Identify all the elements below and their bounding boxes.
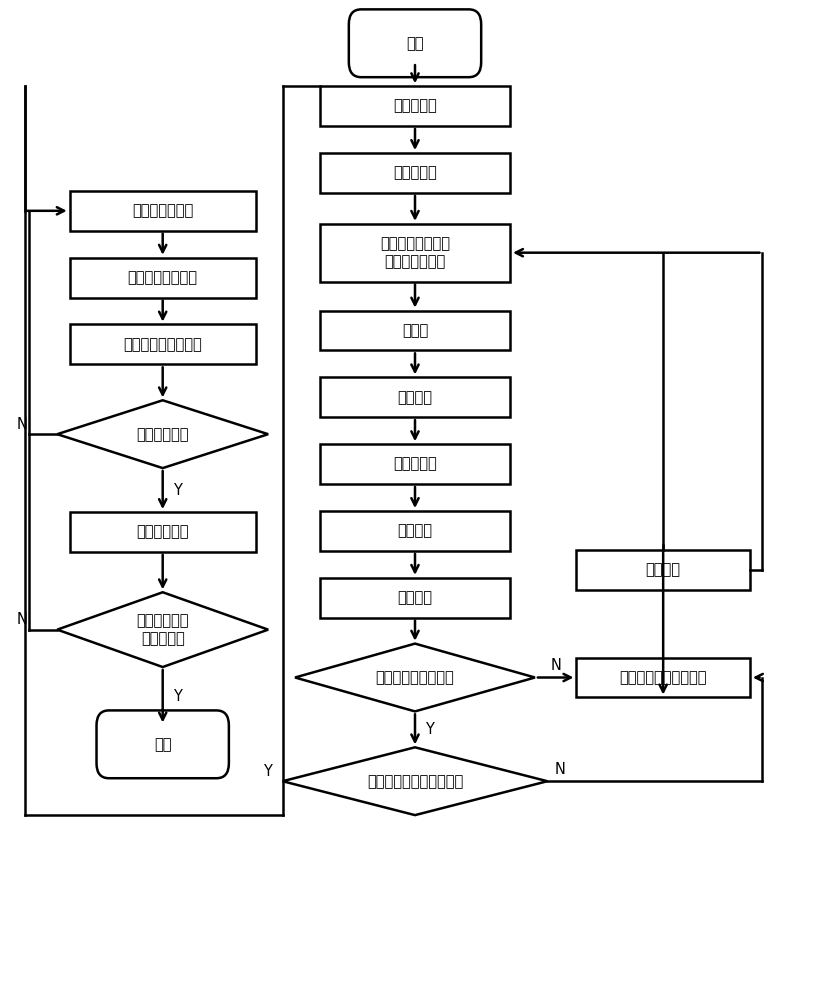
Text: 去模糊化: 去模糊化 — [398, 523, 432, 538]
Text: 模糊化: 模糊化 — [402, 323, 428, 338]
FancyBboxPatch shape — [320, 224, 510, 282]
Text: N: N — [17, 612, 27, 627]
Polygon shape — [57, 592, 268, 667]
Text: 得出运动偏转角: 得出运动偏转角 — [132, 203, 193, 218]
Text: 训练次数是否达到要求？: 训练次数是否达到要求？ — [367, 774, 463, 789]
FancyBboxPatch shape — [576, 658, 750, 697]
FancyBboxPatch shape — [320, 578, 510, 618]
Text: N: N — [550, 658, 561, 673]
Polygon shape — [283, 747, 547, 815]
FancyBboxPatch shape — [70, 512, 256, 552]
Polygon shape — [57, 400, 268, 468]
FancyBboxPatch shape — [320, 153, 510, 193]
Text: 系统初始化: 系统初始化 — [393, 99, 437, 114]
Text: 结束: 结束 — [154, 737, 172, 752]
Text: 多传感器融合算法
计算障得物距离: 多传感器融合算法 计算障得物距离 — [380, 236, 450, 269]
Text: Y: Y — [173, 689, 182, 704]
FancyBboxPatch shape — [320, 444, 510, 484]
Text: 生成电机控制命令: 生成电机控制命令 — [128, 270, 198, 285]
Text: Y: Y — [425, 722, 434, 737]
Text: N: N — [17, 417, 27, 432]
Text: 外部指令中断
避障行为？: 外部指令中断 避障行为？ — [136, 613, 189, 646]
Text: N: N — [554, 762, 565, 777]
Text: 无人小车按指令行驶: 无人小车按指令行驶 — [124, 337, 202, 352]
Text: 归一化处理: 归一化处理 — [393, 457, 437, 472]
Text: Y: Y — [173, 483, 182, 498]
Text: 误差是否满足要求？: 误差是否满足要求？ — [376, 670, 454, 685]
Text: 避开障碍物？: 避开障碍物？ — [136, 427, 189, 442]
FancyBboxPatch shape — [70, 324, 256, 364]
FancyBboxPatch shape — [349, 9, 481, 77]
FancyBboxPatch shape — [96, 710, 229, 778]
Text: 误差计算: 误差计算 — [398, 590, 432, 605]
FancyBboxPatch shape — [320, 511, 510, 551]
Text: 设置学习率、计算步长: 设置学习率、计算步长 — [619, 670, 707, 685]
FancyBboxPatch shape — [320, 86, 510, 126]
Text: 传感器测距: 传感器测距 — [393, 165, 437, 180]
FancyBboxPatch shape — [320, 377, 510, 417]
FancyBboxPatch shape — [70, 258, 256, 298]
Text: 开始: 开始 — [406, 36, 424, 51]
FancyBboxPatch shape — [320, 311, 510, 350]
Text: 更新权值: 更新权值 — [646, 562, 681, 577]
FancyBboxPatch shape — [70, 191, 256, 231]
Polygon shape — [295, 644, 535, 711]
FancyBboxPatch shape — [576, 550, 750, 590]
Text: Y: Y — [263, 764, 272, 779]
Text: 检测外部中断: 检测外部中断 — [136, 524, 189, 539]
Text: 模糊推理: 模糊推理 — [398, 390, 432, 405]
